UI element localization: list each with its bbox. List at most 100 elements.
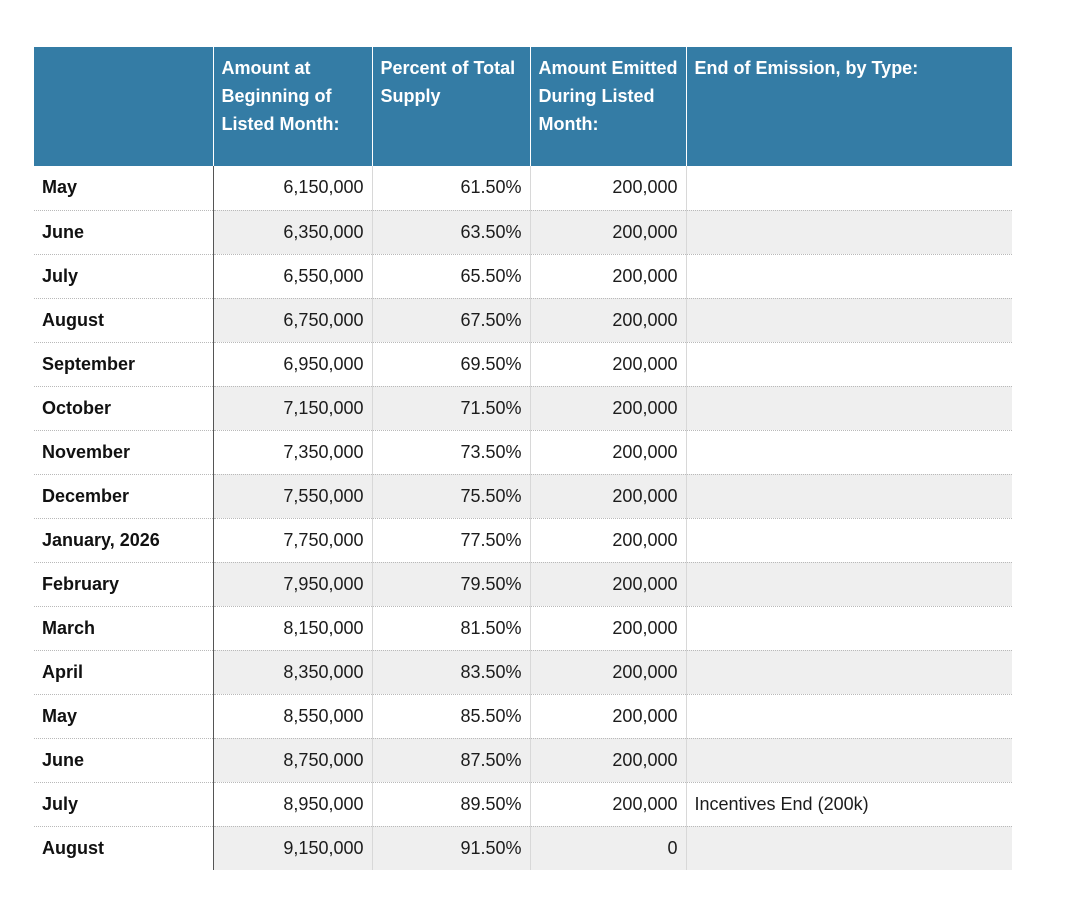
row-percent-cell[interactable]: 71.50% (371, 386, 530, 431)
row-amount-cell[interactable]: 6,950,000 (212, 342, 372, 387)
row-emitted-cell[interactable]: 200,000 (529, 386, 686, 431)
row-percent-cell[interactable]: 69.50% (371, 342, 530, 387)
row-end-type-cell[interactable] (685, 298, 1012, 343)
table-row: January, 2026 7,750,000 77.50% 200,000 (34, 518, 1012, 563)
row-end-type-cell[interactable] (685, 430, 1012, 475)
row-month-cell[interactable]: September (34, 342, 214, 387)
table-row: August 9,150,000 91.50% 0 (34, 826, 1012, 870)
row-end-type-cell[interactable] (685, 606, 1012, 651)
row-emitted-cell[interactable]: 200,000 (529, 518, 686, 563)
table-row: October 7,150,000 71.50% 200,000 (34, 386, 1012, 431)
row-month-cell[interactable]: March (34, 606, 214, 651)
header-cell-amount-beginning[interactable]: Amount at Beginning of Listed Month: (212, 47, 372, 166)
row-end-type-cell[interactable] (685, 254, 1012, 299)
table-body: May 6,150,000 61.50% 200,000 June 6,350,000 63… (34, 166, 1012, 870)
row-month-cell[interactable]: February (34, 562, 214, 607)
row-month-cell[interactable]: May (34, 166, 214, 211)
header-cell-month[interactable] (34, 47, 213, 166)
row-emitted-cell[interactable]: 200,000 (529, 782, 686, 827)
row-emitted-cell[interactable]: 200,000 (529, 166, 686, 211)
row-amount-cell[interactable]: 7,950,000 (212, 562, 372, 607)
table-row: December 7,550,000 75.50% 200,000 (34, 474, 1012, 519)
row-month-cell[interactable]: June (34, 210, 214, 255)
row-percent-cell[interactable]: 85.50% (371, 694, 530, 739)
table-row: June 8,750,000 87.50% 200,000 (34, 738, 1012, 783)
table-row: July 6,550,000 65.50% 200,000 (34, 254, 1012, 299)
row-percent-cell[interactable]: 65.50% (371, 254, 530, 299)
row-amount-cell[interactable]: 7,750,000 (212, 518, 372, 563)
row-emitted-cell[interactable]: 200,000 (529, 298, 686, 343)
row-amount-cell[interactable]: 8,550,000 (212, 694, 372, 739)
row-end-type-cell[interactable] (685, 386, 1012, 431)
header-row: Amount at Beginning of Listed Month: Per… (34, 47, 1012, 166)
table-header: Amount at Beginning of Listed Month: Per… (34, 47, 1012, 166)
row-percent-cell[interactable]: 63.50% (371, 210, 530, 255)
row-emitted-cell[interactable]: 0 (529, 826, 686, 870)
row-end-type-cell[interactable] (685, 166, 1012, 211)
row-amount-cell[interactable]: 9,150,000 (212, 826, 372, 870)
table-row: May 8,550,000 85.50% 200,000 (34, 694, 1012, 739)
row-end-type-cell[interactable] (685, 210, 1012, 255)
header-cell-amount-emitted[interactable]: Amount Emitted During Listed Month: (529, 47, 686, 166)
row-end-type-cell[interactable] (685, 694, 1012, 739)
row-amount-cell[interactable]: 8,150,000 (212, 606, 372, 651)
table-row: August 6,750,000 67.50% 200,000 (34, 298, 1012, 343)
row-emitted-cell[interactable]: 200,000 (529, 694, 686, 739)
header-cell-end-of-emission[interactable]: End of Emission, by Type: (685, 47, 1012, 166)
row-percent-cell[interactable]: 77.50% (371, 518, 530, 563)
row-amount-cell[interactable]: 6,150,000 (212, 166, 372, 211)
row-percent-cell[interactable]: 91.50% (371, 826, 530, 870)
row-emitted-cell[interactable]: 200,000 (529, 254, 686, 299)
header-cell-percent-supply[interactable]: Percent of Total Supply (371, 47, 530, 166)
row-month-cell[interactable]: January, 2026 (34, 518, 214, 563)
row-end-type-cell[interactable] (685, 342, 1012, 387)
row-percent-cell[interactable]: 83.50% (371, 650, 530, 695)
table-row: November 7,350,000 73.50% 200,000 (34, 430, 1012, 475)
row-month-cell[interactable]: April (34, 650, 214, 695)
row-percent-cell[interactable]: 79.50% (371, 562, 530, 607)
row-percent-cell[interactable]: 87.50% (371, 738, 530, 783)
row-emitted-cell[interactable]: 200,000 (529, 474, 686, 519)
row-amount-cell[interactable]: 8,350,000 (212, 650, 372, 695)
row-month-cell[interactable]: August (34, 298, 214, 343)
row-emitted-cell[interactable]: 200,000 (529, 606, 686, 651)
row-month-cell[interactable]: December (34, 474, 214, 519)
row-amount-cell[interactable]: 7,350,000 (212, 430, 372, 475)
row-emitted-cell[interactable]: 200,000 (529, 210, 686, 255)
row-amount-cell[interactable]: 7,150,000 (212, 386, 372, 431)
row-percent-cell[interactable]: 81.50% (371, 606, 530, 651)
row-percent-cell[interactable]: 61.50% (371, 166, 530, 211)
row-percent-cell[interactable]: 89.50% (371, 782, 530, 827)
row-month-cell[interactable]: July (34, 782, 214, 827)
row-emitted-cell[interactable]: 200,000 (529, 650, 686, 695)
row-emitted-cell[interactable]: 200,000 (529, 562, 686, 607)
row-percent-cell[interactable]: 67.50% (371, 298, 530, 343)
row-amount-cell[interactable]: 7,550,000 (212, 474, 372, 519)
row-month-cell[interactable]: May (34, 694, 214, 739)
row-end-type-cell[interactable]: Incentives End (200k) (685, 782, 1012, 827)
row-amount-cell[interactable]: 6,750,000 (212, 298, 372, 343)
row-end-type-cell[interactable] (685, 650, 1012, 695)
row-month-cell[interactable]: October (34, 386, 214, 431)
row-amount-cell[interactable]: 6,550,000 (212, 254, 372, 299)
row-percent-cell[interactable]: 75.50% (371, 474, 530, 519)
row-end-type-cell[interactable] (685, 562, 1012, 607)
row-emitted-cell[interactable]: 200,000 (529, 342, 686, 387)
row-month-cell[interactable]: June (34, 738, 214, 783)
table-row: February 7,950,000 79.50% 200,000 (34, 562, 1012, 607)
row-emitted-cell[interactable]: 200,000 (529, 430, 686, 475)
row-emitted-cell[interactable]: 200,000 (529, 738, 686, 783)
row-end-type-cell[interactable] (685, 826, 1012, 870)
row-amount-cell[interactable]: 8,950,000 (212, 782, 372, 827)
row-month-cell[interactable]: July (34, 254, 214, 299)
row-amount-cell[interactable]: 8,750,000 (212, 738, 372, 783)
emission-schedule-table: Amount at Beginning of Listed Month: Per… (34, 47, 1012, 870)
row-month-cell[interactable]: August (34, 826, 214, 870)
table-row: April 8,350,000 83.50% 200,000 (34, 650, 1012, 695)
row-amount-cell[interactable]: 6,350,000 (212, 210, 372, 255)
row-end-type-cell[interactable] (685, 518, 1012, 563)
row-month-cell[interactable]: November (34, 430, 214, 475)
row-end-type-cell[interactable] (685, 474, 1012, 519)
row-percent-cell[interactable]: 73.50% (371, 430, 530, 475)
row-end-type-cell[interactable] (685, 738, 1012, 783)
